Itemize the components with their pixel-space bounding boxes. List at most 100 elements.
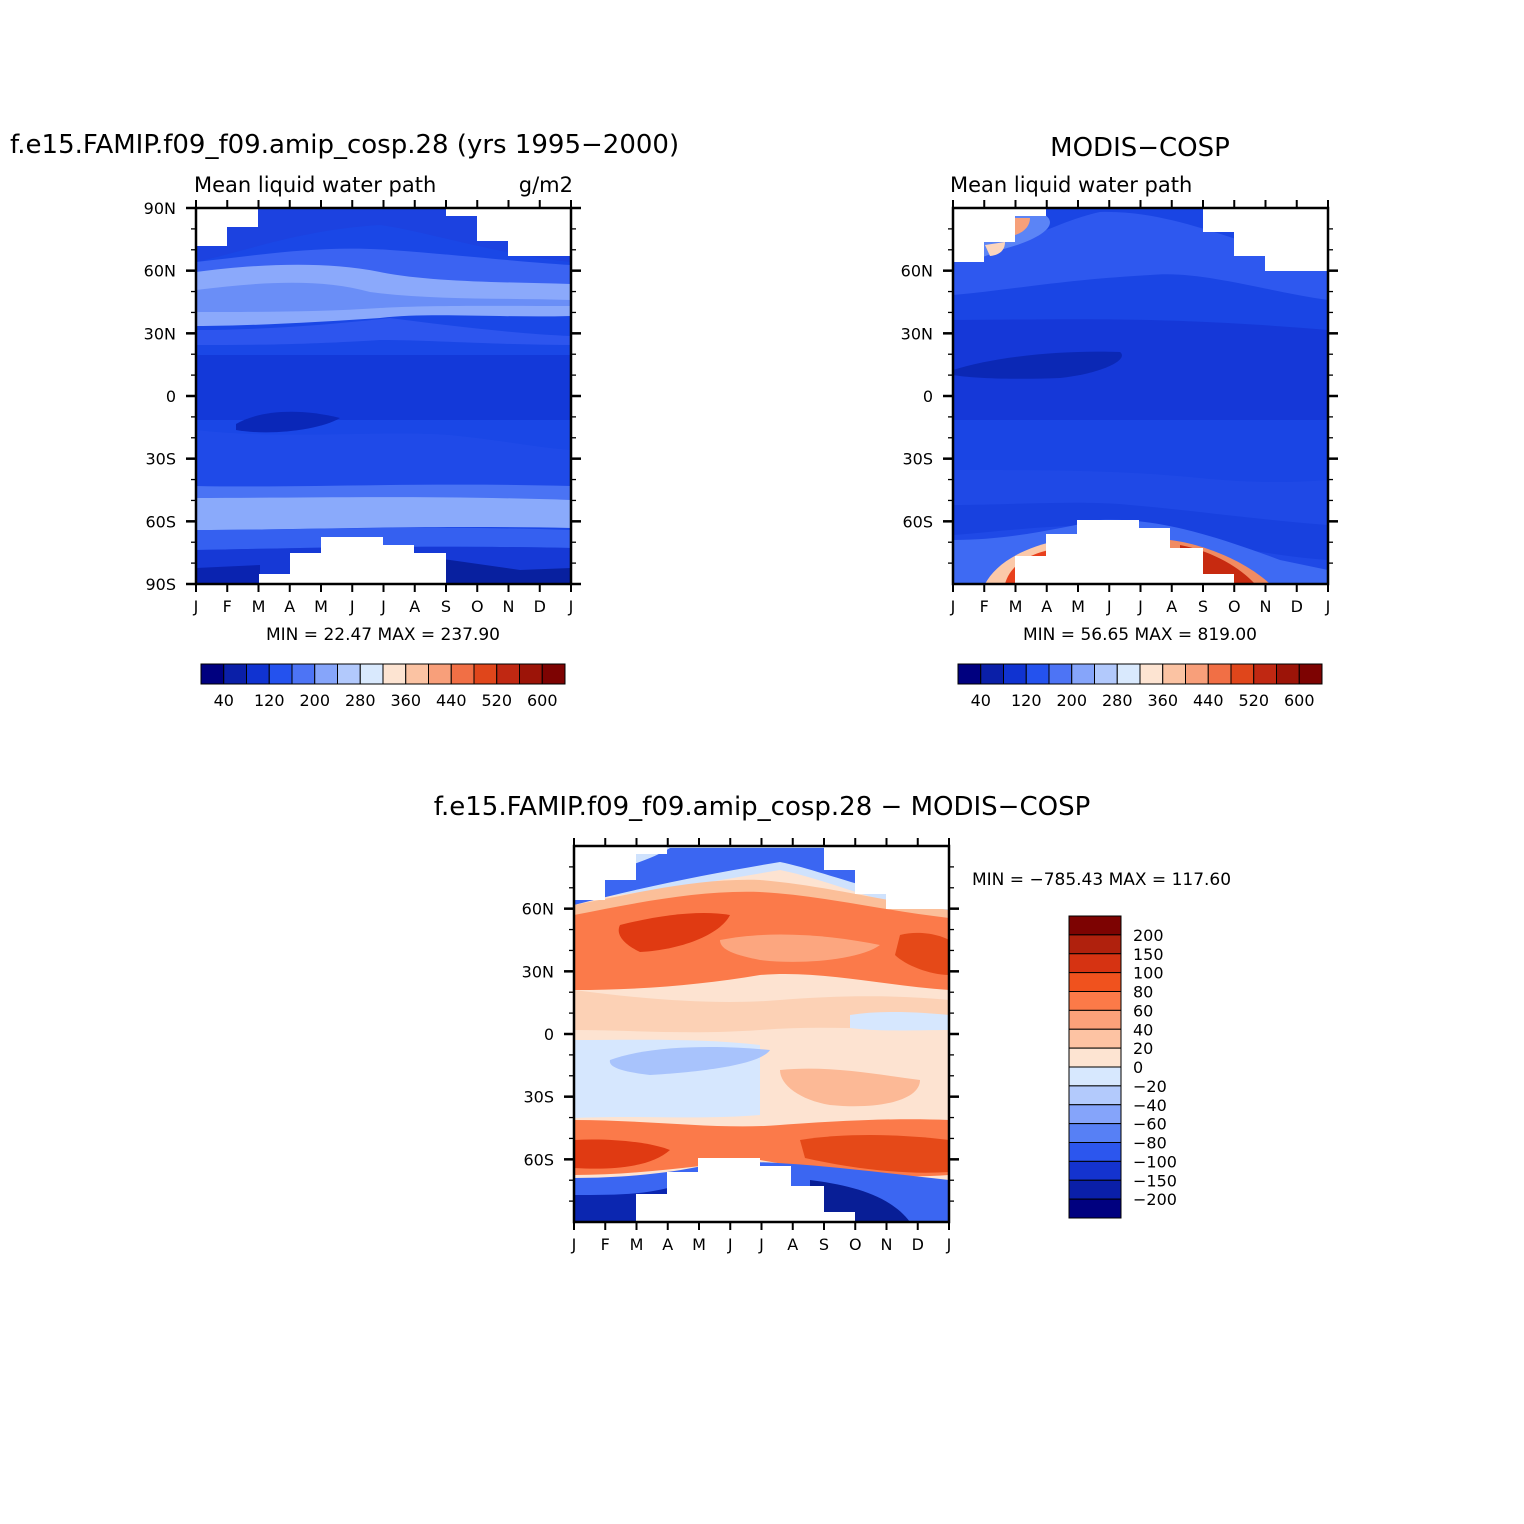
panel-difference: f.e15.FAMIP.f09_f09.amip_cosp.28 − MODIS… [434,792,1231,1254]
colorbar-swatch [314,663,338,685]
x-tick-label: J [1106,597,1112,616]
x-tick-label: J [1325,597,1331,616]
diff-band-n-edge [574,879,949,918]
colorbar-swatch [1068,1009,1122,1030]
colorbar-swatch [291,663,316,685]
x-tick-label: D [912,1235,924,1254]
colorbar-swatch [200,663,225,685]
y-tick-label: 0 [544,1025,554,1044]
model-blob-dry-south [236,411,340,433]
colorbar-swatch [359,663,384,685]
colorbar-label: 200 [1133,926,1164,945]
colorbar-label: 360 [1147,691,1178,710]
obs-band-n-high [953,211,1328,300]
panel-model-min-max: MIN = 22.47 MAX = 237.90 [266,625,500,645]
x-tick-label: F [980,597,989,616]
colorbar-swatch [980,663,1004,685]
diff-blob-s-atlantic [574,1139,670,1169]
model-blob-antarctic-east [415,556,571,584]
obs-band-tropics [953,319,1328,420]
x-tick-label: A [1166,597,1177,616]
colorbar-swatch [1230,663,1255,685]
diff-blob-s-subtropics [780,1068,920,1107]
x-tick-label: J [349,597,355,616]
x-tick-label: S [1198,597,1208,616]
colorbar-label: −40 [1133,1096,1167,1115]
colorbar-swatch [1048,663,1073,685]
colorbar-label: 520 [1238,691,1269,710]
y-tick-label: 30N [901,324,933,343]
x-tick-label: F [223,597,232,616]
colorbar-swatch [405,663,429,685]
y-tick-label: 60N [522,900,554,919]
x-tick-label: N [503,597,515,616]
colorbar-swatch [1068,1198,1122,1219]
colorbar-swatch [428,663,452,685]
colorbar-swatch [450,663,475,685]
colorbar-swatch [1185,663,1209,685]
colorbar-swatch [1116,663,1141,685]
x-tick-label: D [1291,597,1303,616]
colorbar-label: 600 [527,691,558,710]
x-tick-label: S [819,1235,829,1254]
colorbar-label: 40 [971,691,991,710]
panel-obs-field [953,208,1328,584]
colorbar-label: 440 [436,691,467,710]
colorbar-label: 200 [299,691,330,710]
colorbar-label: −200 [1133,1190,1177,1209]
colorbar-swatch [1068,1066,1122,1087]
diff-blob-n-pacific [895,932,949,975]
colorbar-swatch [1068,953,1122,974]
y-tick-label: 60S [523,1150,554,1169]
colorbar-swatch [1253,663,1277,685]
colorbar-label: 280 [345,691,376,710]
model-band-s-mid-2 [196,497,571,530]
panel-obs-title: MODIS−COSP [1050,133,1230,163]
y-tick-label: 0 [923,387,933,406]
colorbar-swatch [1068,1123,1122,1143]
colorbar-swatch [1025,663,1050,685]
model-band-n-mid-3 [196,282,571,312]
x-tick-label: A [284,597,295,616]
colorbar-swatch [246,663,270,685]
y-tick-label: 60N [901,262,933,281]
colorbar-label: 600 [1284,691,1315,710]
x-tick-label: J [950,597,956,616]
x-tick-label: A [662,1235,673,1254]
colorbar-label: 360 [390,691,421,710]
x-tick-label: J [380,597,386,616]
x-tick-label: N [1260,597,1272,616]
colorbar-swatch [1094,663,1118,685]
x-tick-label: A [1041,597,1052,616]
panel-model-units: g/m2 [519,173,573,197]
y-tick-label: 30S [523,1088,554,1107]
colorbar-label: 120 [1011,691,1042,710]
obs-blob-arctic-2 [985,242,1005,256]
colorbar-swatch [1068,1160,1122,1181]
model-band-itcz [196,355,571,420]
panel-obs-axis-ticks [943,200,1338,592]
colorbar-swatch [337,663,361,685]
colorbar-swatch [519,663,543,685]
x-tick-label: J [1137,597,1143,616]
x-tick-label: M [314,597,328,616]
x-tick-label: J [758,1235,764,1254]
diff-blob-antarctic-east [810,1180,910,1222]
colorbar-swatch [496,663,520,685]
x-tick-label: A [787,1235,798,1254]
y-tick-label: 60S [902,512,933,531]
colorbar-label: 200 [1056,691,1087,710]
x-tick-label: O [849,1235,862,1254]
panel-model-title: f.e15.FAMIP.f09_f09.amip_cosp.28 (yrs 19… [10,130,679,160]
colorbar-label: 520 [481,691,512,710]
x-tick-label: M [692,1235,706,1254]
panel-obs-min-max: MIN = 56.65 MAX = 819.00 [1023,625,1257,645]
panel-diff-title: f.e15.FAMIP.f09_f09.amip_cosp.28 − MODIS… [434,792,1091,822]
panel-obs-colorbar: 40 120 200 280 360 440 520 600 [957,663,1323,710]
colorbar-label: 40 [1133,1020,1153,1039]
colorbar-swatch [1068,1085,1122,1106]
obs-missing-mask [953,208,1328,584]
